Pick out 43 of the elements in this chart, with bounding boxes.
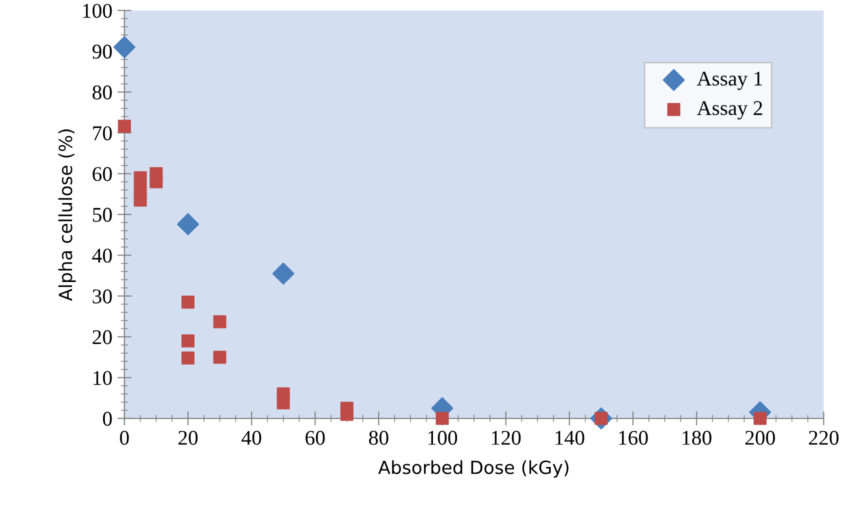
y-tick-label: 90 [92,44,112,59]
point [118,120,131,133]
x-tick-label: 120 [492,430,521,445]
point [113,36,136,58]
legend-label: Assay 1 [696,72,762,90]
y-tick-label: 80 [92,85,112,100]
point [181,296,194,309]
x-tick-label: 0 [120,430,129,445]
y-tick-label: 40 [92,248,112,263]
point [134,171,147,184]
point [213,350,226,364]
point [176,213,199,236]
x-tick-label: 220 [808,430,839,445]
x-tick-label: 20 [178,430,198,445]
legend-label: Assay 2 [696,101,762,120]
y-axis-title: Alpha cellulose (%) [58,129,76,301]
y-tick-label: 60 [92,167,112,182]
y-tick-label: 10 [94,370,112,386]
point [134,194,147,207]
point [181,334,194,348]
y-tick-label: 0 [102,412,112,426]
point [340,408,354,421]
y-tick-label: 100 [83,4,112,18]
point [436,412,449,425]
x-tick-label: 60 [306,430,325,445]
x-tick-label: 160 [619,430,648,445]
x-tick-label: 180 [682,430,712,445]
x-tick-label: 200 [745,430,775,445]
point [213,315,226,328]
point [754,412,767,425]
y-tick-label: 70 [93,126,112,140]
x-tick-label: 140 [556,430,584,445]
point [276,396,290,410]
x-tick-label: 40 [242,430,262,445]
point [150,175,163,188]
y-tick-label: 30 [92,289,112,304]
point [272,262,294,285]
x-tick-label: 100 [428,430,458,445]
x-axis-title: Absorbed Dose (kGy) [378,460,568,478]
point [181,352,194,365]
y-tick-label: 50 [92,208,112,222]
x-tick-label: 80 [369,430,388,445]
y-tick-label: 20 [92,330,112,344]
